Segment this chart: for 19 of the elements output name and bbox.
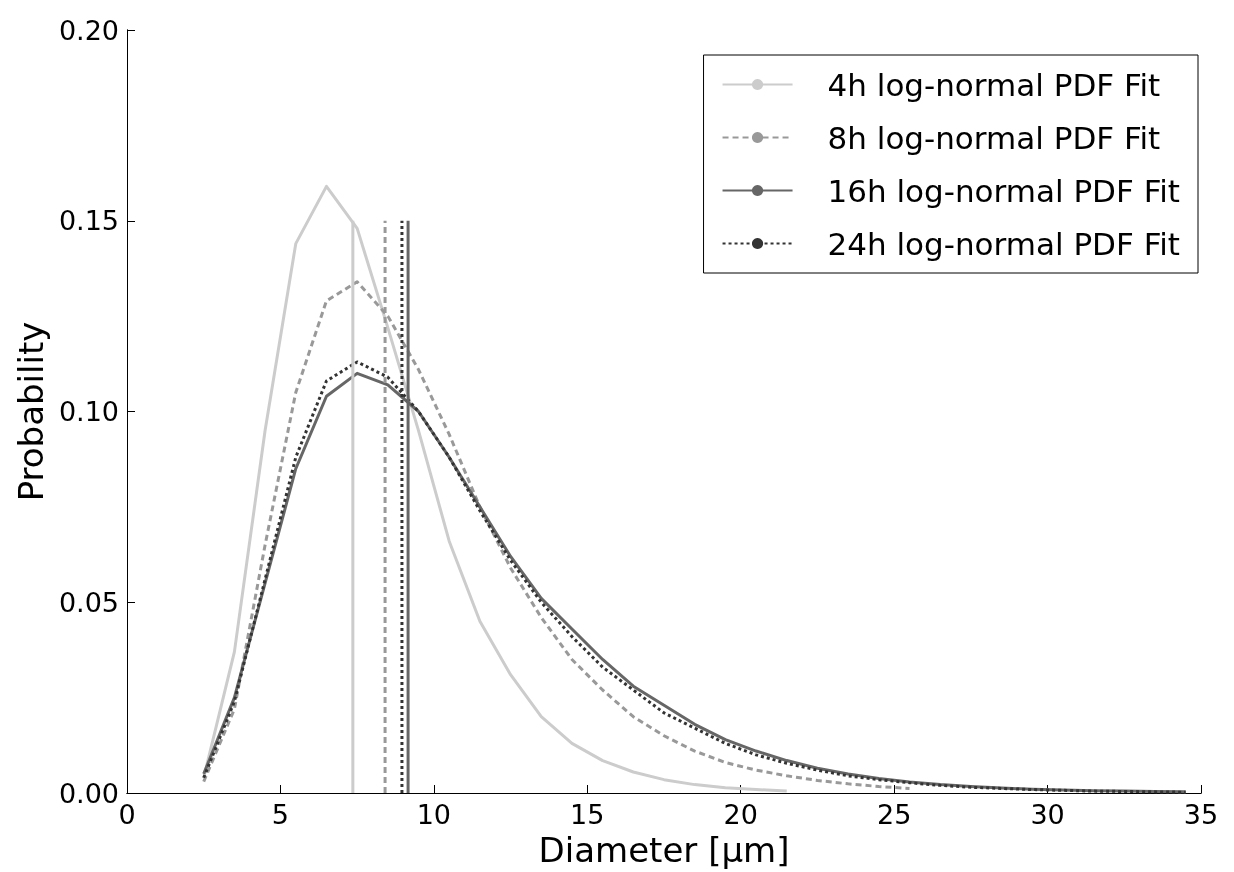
y-tick-label: 0.05: [58, 586, 119, 618]
legend-label: 24h log-normal PDF Fit: [827, 225, 1181, 262]
x-tick-label: 35: [1183, 799, 1219, 830]
x-tick-label: 20: [723, 799, 758, 830]
x-tick-label: 10: [416, 799, 452, 830]
y-tick-label: 0.20: [58, 14, 119, 46]
legend-label: 16h log-normal PDF Fit: [827, 172, 1181, 209]
y-tick-label: 0.00: [58, 777, 119, 809]
x-tick-label: 15: [570, 799, 605, 830]
x-tick-label: 25: [876, 799, 912, 830]
legend-label: 8h log-normal PDF Fit: [827, 119, 1161, 156]
y-tick-label: 0.10: [58, 396, 119, 427]
x-axis-title: Diameter [μm]: [538, 829, 790, 870]
legend-label: 4h log-normal PDF Fit: [827, 66, 1161, 103]
x-tick-label: 0: [118, 799, 136, 830]
x-tick-label: 5: [271, 799, 290, 830]
y-axis-title: Probability: [10, 321, 51, 502]
x-tick-label: 30: [1030, 799, 1065, 830]
y-tick-label: 0.15: [58, 205, 119, 237]
